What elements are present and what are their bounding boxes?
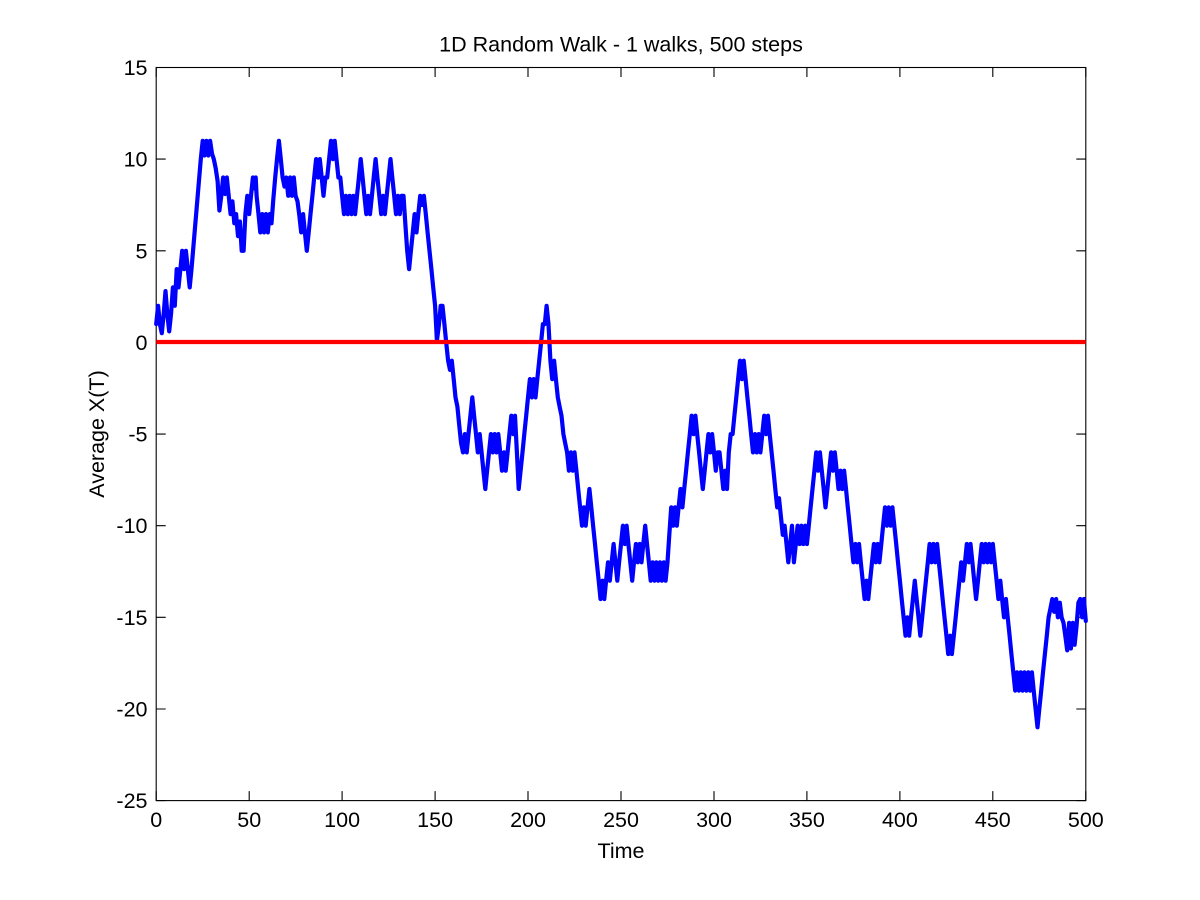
svg-text:350: 350 (789, 808, 825, 832)
svg-text:500: 500 (1068, 808, 1104, 832)
svg-text:0: 0 (150, 808, 162, 832)
svg-text:50: 50 (237, 808, 261, 832)
svg-text:15: 15 (124, 56, 148, 80)
svg-text:Average X(T): Average X(T) (85, 370, 109, 497)
svg-text:200: 200 (510, 808, 546, 832)
svg-text:-10: -10 (116, 514, 147, 538)
svg-text:1D Random Walk - 1 walks, 500: 1D Random Walk - 1 walks, 500 steps (439, 33, 803, 57)
svg-text:-15: -15 (116, 606, 147, 630)
svg-text:100: 100 (324, 808, 360, 832)
svg-text:450: 450 (975, 808, 1011, 832)
svg-text:5: 5 (136, 239, 148, 263)
svg-text:-20: -20 (116, 698, 147, 722)
svg-text:-5: -5 (128, 423, 147, 447)
svg-text:10: 10 (124, 148, 148, 172)
svg-text:250: 250 (603, 808, 639, 832)
svg-text:400: 400 (882, 808, 918, 832)
svg-text:Time: Time (598, 839, 645, 863)
svg-text:150: 150 (417, 808, 453, 832)
svg-text:0: 0 (136, 331, 148, 355)
svg-text:300: 300 (696, 808, 732, 832)
svg-text:-25: -25 (116, 789, 147, 813)
